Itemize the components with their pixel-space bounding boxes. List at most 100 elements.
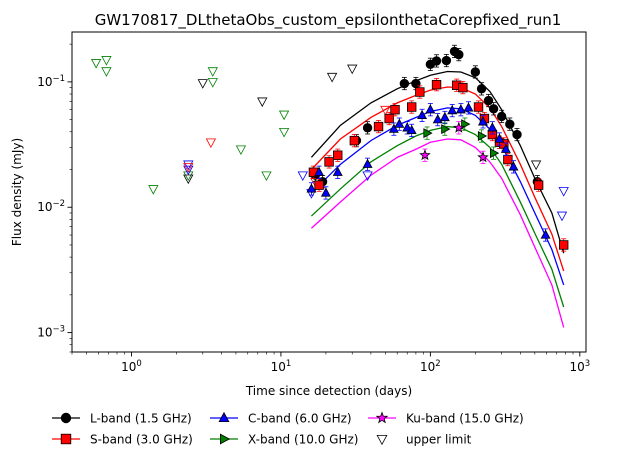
data-point-c-1 <box>314 166 325 176</box>
legend-item-1: S-band (3.0 GHz) <box>52 433 193 447</box>
upper-limit-l-5 <box>530 160 542 171</box>
upper-limit-x-6 <box>207 67 218 77</box>
legend-label-1: S-band (3.0 GHz) <box>90 433 193 447</box>
y-axis-label: Flux density (mJy) <box>10 138 24 246</box>
axes: 100 101 102 103 10−3 10−2 10−1 <box>37 43 590 374</box>
data-point-c-21 <box>540 229 551 239</box>
x-tick-label-0: 100 <box>121 359 142 374</box>
y-tick-label-0: 10−3 <box>37 325 65 340</box>
data-point-c-2 <box>320 187 331 197</box>
data-point-ku-1 <box>453 121 465 133</box>
data-point-c-20 <box>508 161 519 171</box>
data-point-s-19 <box>533 180 544 190</box>
legend-item-0: L-band (1.5 GHz) <box>52 412 192 426</box>
data-point-c-3 <box>332 166 343 176</box>
legend-label-4: Ku-band (15.0 GHz) <box>406 412 524 426</box>
legend-marker-2 <box>218 411 230 423</box>
legend: L-band (1.5 GHz) S-band (3.0 GHz) C-band (… <box>52 411 524 447</box>
data-point-x-0 <box>423 128 433 139</box>
upper-limit-c-4 <box>362 171 373 182</box>
legend-marker-3 <box>219 433 231 445</box>
x-tick-label-1: 101 <box>271 359 292 374</box>
data-point-x-4 <box>489 148 500 159</box>
upper-limit-x-7 <box>235 145 247 156</box>
legend-label-0: L-band (1.5 GHz) <box>90 412 192 426</box>
data-point-l-11 <box>470 67 481 77</box>
legend-label-5: upper limit <box>406 433 472 447</box>
upper-limit-s-0 <box>183 163 194 173</box>
data-point-l-8 <box>441 55 452 66</box>
x-axis-label: Time since detection (days) <box>245 384 412 398</box>
y-tick-label-2: 10−1 <box>37 74 65 89</box>
data-point-c-11 <box>432 114 443 124</box>
data-point-s-5 <box>373 121 384 132</box>
x-tick-label-3: 103 <box>569 359 590 374</box>
data-point-c-12 <box>439 111 450 122</box>
data-point-l-12 <box>476 84 487 94</box>
data-point-c-6 <box>394 118 405 128</box>
upper-limit-c-2 <box>297 171 308 182</box>
upper-limit-c-6 <box>556 211 568 222</box>
y-tick-label-1: 10−2 <box>37 199 65 214</box>
model-curve-ku <box>310 138 565 328</box>
data-point-c-10 <box>425 104 436 114</box>
data-point-l-4 <box>399 78 410 89</box>
data-point-c-0 <box>306 183 317 193</box>
data-point-c-15 <box>463 102 474 112</box>
data-point-s-12 <box>458 82 468 93</box>
data-point-l-15 <box>496 111 507 122</box>
data-point-s-8 <box>406 102 417 112</box>
upper-limit-x-5 <box>207 78 218 88</box>
data-point-s-18 <box>503 154 513 165</box>
upper-limit-l-4 <box>347 64 358 75</box>
legend-item-4: Ku-band (15.0 GHz) <box>368 411 524 426</box>
upper-limit-s-3 <box>380 105 391 116</box>
upper-limit-x-9 <box>278 110 290 121</box>
legend-item-2: C-band (6.0 GHz) <box>210 412 352 426</box>
upper-limit-l-2 <box>257 97 268 108</box>
legend-marker-5 <box>376 434 388 446</box>
data-point-l-5 <box>411 78 421 89</box>
plot-content <box>90 44 569 328</box>
data-point-c-18 <box>494 133 505 143</box>
x-tick-label-2: 102 <box>420 359 441 374</box>
legend-label-3: X-band (10.0 GHz) <box>248 433 358 447</box>
upper-limit-x-8 <box>261 171 272 182</box>
data-point-x-1 <box>441 124 451 135</box>
data-point-ku-0 <box>419 149 431 161</box>
data-point-c-14 <box>455 104 466 114</box>
upper-limit-x-3 <box>148 185 159 195</box>
upper-limit-x-1 <box>101 56 112 66</box>
legend-label-2: C-band (6.0 GHz) <box>248 412 352 426</box>
plot-frame <box>71 31 587 353</box>
upper-limit-c-0 <box>183 160 194 171</box>
upper-limit-l-1 <box>197 79 208 89</box>
data-point-l-7 <box>431 56 442 66</box>
data-point-c-7 <box>402 122 413 132</box>
data-point-l-17 <box>512 129 522 140</box>
upper-limit-x-0 <box>90 59 102 69</box>
data-point-s-6 <box>384 113 394 124</box>
data-point-s-10 <box>431 79 442 90</box>
data-point-c-8 <box>406 124 417 135</box>
data-point-s-7 <box>390 104 400 115</box>
upper-limit-x-2 <box>101 67 112 77</box>
upper-limit-s-1 <box>205 138 217 149</box>
data-point-l-14 <box>488 104 499 114</box>
data-point-x-3 <box>477 131 488 141</box>
legend-marker-4 <box>375 411 389 424</box>
data-point-c-9 <box>417 109 428 120</box>
upper-limit-c-1 <box>183 165 194 176</box>
legend-marker-0 <box>60 412 72 424</box>
data-point-c-4 <box>362 158 373 168</box>
upper-limit-x-10 <box>278 127 290 138</box>
data-point-s-9 <box>415 87 425 97</box>
data-point-l-3 <box>362 123 373 133</box>
upper-limit-l-0 <box>183 174 194 185</box>
legend-item-5: upper limit <box>376 433 472 447</box>
data-point-s-2 <box>324 157 334 167</box>
data-point-c-13 <box>447 105 458 115</box>
data-point-s-4 <box>349 135 360 146</box>
plot-area <box>90 44 569 328</box>
